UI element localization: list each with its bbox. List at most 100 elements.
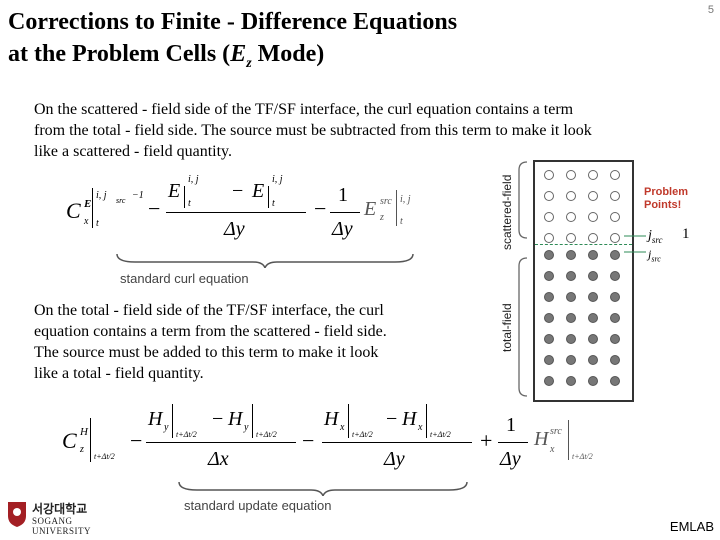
- eq2-h3-bar: [348, 404, 349, 438]
- eq2-source-bar: [568, 420, 569, 460]
- title-field-symbol: E: [230, 41, 247, 67]
- total-node: [588, 313, 598, 323]
- paragraph-2-line-2: equation contains a term from the scatte…: [34, 323, 387, 340]
- problem-points-label: Problem Points!: [644, 186, 688, 212]
- eq1-fraction-bar: [166, 212, 306, 213]
- total-field-label: total-field: [500, 303, 514, 352]
- eq2-coef-bar: [498, 442, 528, 443]
- scattered-node: [588, 170, 598, 180]
- university-logo: 서강대학교 SOGANG UNIVERSITY: [6, 500, 126, 536]
- eq2-plus: +: [480, 428, 493, 453]
- total-node: [566, 313, 576, 323]
- jsrc-plus-j: j: [648, 228, 652, 243]
- eq1-numerator-right: E: [252, 180, 265, 202]
- eq2-num1-minus: −: [212, 408, 224, 430]
- eq2-h3-time: t+Δt/2: [352, 430, 373, 439]
- eq1-lhs-sub: x: [84, 216, 89, 227]
- eq2-h3-sub: x: [340, 422, 345, 433]
- eq2-h4-sub: x: [418, 422, 423, 433]
- total-node: [588, 271, 598, 281]
- eq2-source-sub: x: [550, 444, 555, 455]
- paragraph-total-side: On the total - field side of the TF/SF i…: [34, 300, 454, 384]
- title-field-subscript: z: [246, 55, 252, 71]
- eq1-idx-t: t: [96, 218, 99, 229]
- eq2-h2-bar: [252, 404, 253, 438]
- eq2-source-time: t+Δt/2: [572, 452, 593, 461]
- total-node: [544, 271, 554, 281]
- tfsf-interface-line: [535, 244, 632, 245]
- eq2-source-sup: src: [550, 426, 562, 437]
- scattered-node: [544, 170, 554, 180]
- scattered-field-label: scattered-field: [500, 174, 514, 250]
- jsrc-plus-sub: src: [651, 234, 663, 245]
- total-node: [544, 376, 554, 386]
- eq2-frac2-bar: [322, 442, 472, 443]
- eq2-h3: H: [324, 408, 339, 430]
- eq1-coef-denom: Δy: [332, 218, 353, 240]
- lab-label: EMLAB: [669, 519, 714, 534]
- page-number: 5: [707, 4, 714, 16]
- curl-equation-label: standard curl equation: [120, 271, 249, 286]
- total-node: [544, 334, 554, 344]
- scattered-node: [566, 170, 576, 180]
- eq1-source-idx: i, j: [400, 194, 411, 205]
- eq2-frac1-bar: [146, 442, 296, 443]
- equation-total-side: C H z t+Δt/2 − H y t+Δt/2 − H y t+Δt/2 Δ…: [62, 398, 622, 478]
- total-node: [610, 376, 620, 386]
- eq1-eval-bar: [92, 188, 93, 228]
- problem-points-line-2: Points!: [644, 199, 682, 211]
- eq1-idx-src: src: [116, 196, 126, 205]
- eq1-num-t-left: t: [188, 198, 191, 209]
- total-node: [544, 292, 554, 302]
- scattered-node: [588, 233, 598, 243]
- university-emblem-icon: [8, 502, 26, 527]
- scattered-node: [544, 233, 554, 243]
- total-node: [588, 355, 598, 365]
- eq1-minus: −: [148, 196, 161, 221]
- total-node: [588, 292, 598, 302]
- total-node: [566, 292, 576, 302]
- eq2-eval-bar: [90, 418, 91, 462]
- total-node: [544, 313, 554, 323]
- eq1-idx-i-j: i, j: [96, 190, 107, 201]
- scattered-node: [588, 212, 598, 222]
- eq1-num-idx-right: i, j: [272, 174, 283, 185]
- eq1-idx-minus1: −1: [132, 190, 144, 201]
- total-node: [566, 355, 576, 365]
- scattered-node: [610, 191, 620, 201]
- total-node: [588, 334, 598, 344]
- scattered-node: [610, 233, 620, 243]
- tfsf-grid: [533, 160, 634, 402]
- eq1-lhs-sup: E: [84, 198, 92, 210]
- total-node: [544, 250, 554, 260]
- eq2-time-lhs: t+Δt/2: [94, 452, 115, 461]
- eq2-lhs-sup: H: [80, 426, 88, 438]
- paragraph-2-line-1: On the total - field side of the TF/SF i…: [34, 302, 384, 319]
- curl-equation-brace: [116, 253, 414, 268]
- eq2-h1-sub: y: [164, 422, 169, 433]
- total-node: [610, 250, 620, 260]
- paragraph-2-line-4: like a total - field quantity.: [34, 365, 204, 382]
- scattered-node: [566, 191, 576, 201]
- eq1-coef-bar: [330, 212, 360, 213]
- eq1-source: E: [364, 198, 377, 220]
- eq2-h2-time: t+Δt/2: [256, 430, 277, 439]
- total-node: [566, 376, 576, 386]
- eq1-num-t-right: t: [272, 198, 275, 209]
- total-node: [566, 334, 576, 344]
- title-line-2: at the Problem Cells (Ez Mode): [8, 38, 457, 80]
- scattered-node: [610, 170, 620, 180]
- eq2-minus-2: −: [302, 428, 315, 453]
- scattered-node: [544, 212, 554, 222]
- university-name-korean: 서강대학교: [32, 502, 88, 516]
- eq1-numerator-left: E: [168, 180, 181, 202]
- scattered-node: [588, 191, 598, 201]
- paragraph-1-line-1: On the scattered - field side of the TF/…: [34, 101, 574, 118]
- total-node: [610, 292, 620, 302]
- eq1-num-idx-left: i, j: [188, 174, 199, 185]
- eq2-h2: H: [228, 408, 243, 430]
- eq1-source-bar: [396, 190, 397, 226]
- eq1-one: 1: [338, 184, 348, 206]
- eq1-source-sup: src: [380, 196, 392, 207]
- jsrc-label: jsrc: [648, 247, 661, 263]
